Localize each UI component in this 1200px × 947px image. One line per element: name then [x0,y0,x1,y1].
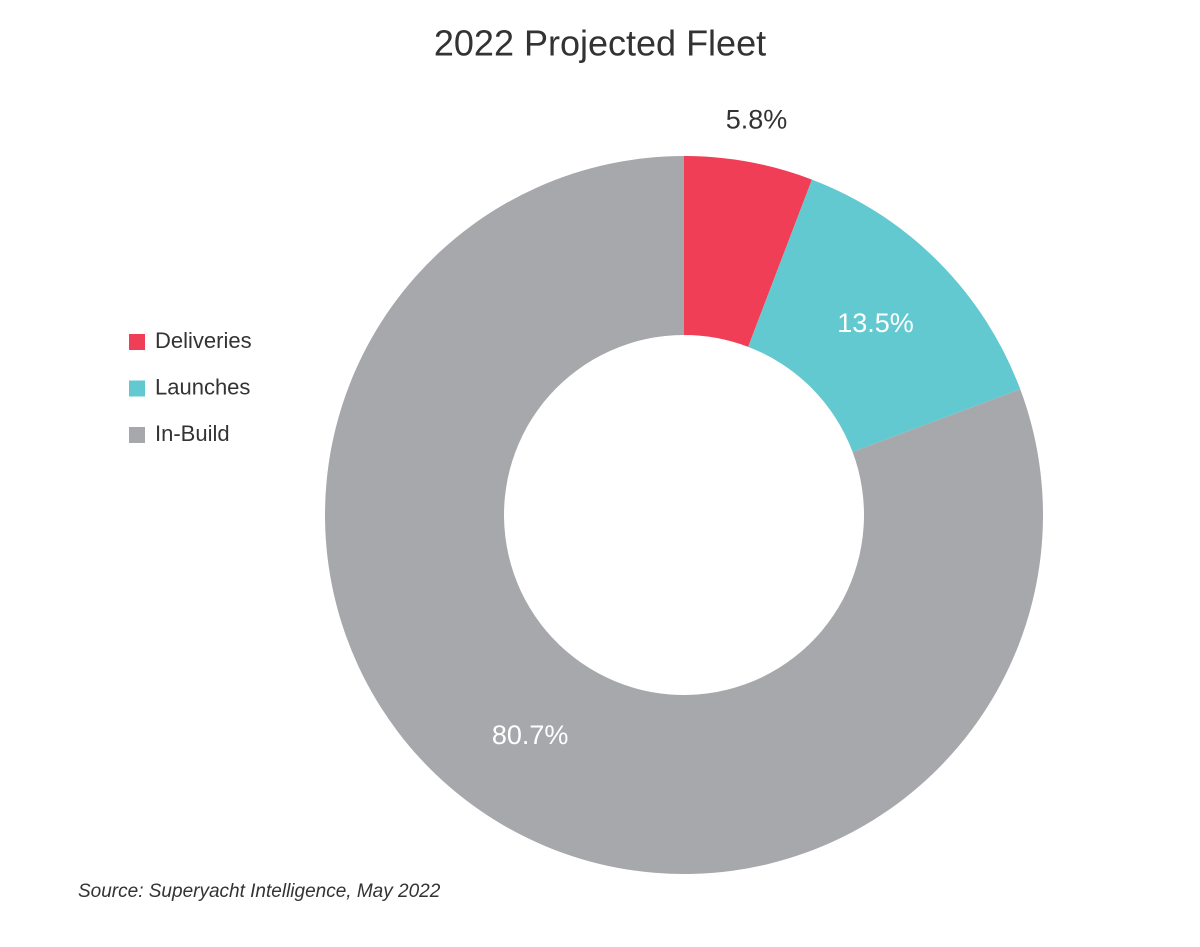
chart-title: 2022 Projected Fleet [434,23,766,64]
donut-slice [684,156,812,347]
value-label: 80.7% [492,720,569,750]
donut-slice [748,179,1021,452]
value-label: 13.5% [837,308,914,338]
legend-swatch [129,427,145,443]
legend-label: Deliveries [155,328,252,353]
legend-label: In-Build [155,421,230,446]
legend-swatch [129,380,145,397]
donut-slice [325,156,1043,875]
source-note: Source: Superyacht Intelligence, May 202… [78,881,441,902]
legend-swatch [129,334,145,350]
legend-label: Launches [155,374,250,399]
value-label: 5.8% [726,105,788,135]
